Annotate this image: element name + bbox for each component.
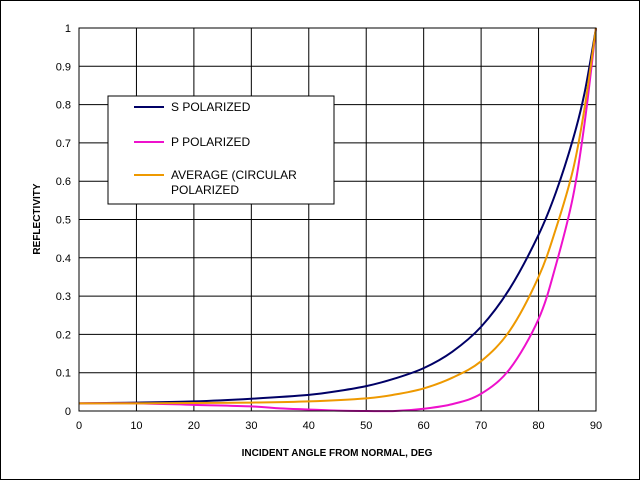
y-tick-label: 0.7 xyxy=(56,138,71,150)
x-tick-label: 50 xyxy=(360,420,372,432)
y-tick-label: 0.9 xyxy=(56,61,71,73)
y-tick-label: 0 xyxy=(65,406,71,418)
legend-label-p-polarized: P POLARIZED xyxy=(171,135,250,149)
plot-border xyxy=(78,27,597,412)
legend-label-average-line2: POLARIZED xyxy=(171,183,239,197)
x-tick-label: 40 xyxy=(303,420,315,432)
series-line-average xyxy=(78,27,597,405)
y-tick-label: 0.3 xyxy=(56,291,71,303)
x-tick-label: 80 xyxy=(532,420,544,432)
x-tick-label: 70 xyxy=(475,420,487,432)
y-tick-label: 0.2 xyxy=(56,329,71,341)
tick-labels: 0 10 20 30 40 50 60 70 80 90 0 0.1 0.2 0.3 0.4 0.5 0.6 0.… xyxy=(56,23,602,432)
series-line-p-polarized xyxy=(78,27,597,413)
y-axis-title: REFLECTIVITY xyxy=(32,183,43,254)
series-group xyxy=(78,27,597,413)
y-tick-label: 0.1 xyxy=(56,368,71,380)
x-tick-label: 90 xyxy=(590,420,602,432)
legend-label-s-polarized: S POLARIZED xyxy=(171,100,251,114)
x-tick-label: 60 xyxy=(418,420,430,432)
y-tick-label: 0.5 xyxy=(56,215,71,227)
x-axis-title: INCIDENT ANGLE FROM NORMAL, DEG xyxy=(242,448,433,459)
y-tick-label: 0.6 xyxy=(56,176,71,188)
legend-box xyxy=(107,95,335,205)
x-tick-label: 0 xyxy=(76,420,82,432)
x-tick-label: 30 xyxy=(245,420,257,432)
x-tick-label: 20 xyxy=(188,420,200,432)
series-line-s-polarized xyxy=(78,27,597,405)
y-tick-label: 1 xyxy=(65,23,71,35)
legend-label-average-line1: AVERAGE (CIRCULAR xyxy=(171,168,297,182)
y-tick-label: 0.4 xyxy=(56,253,71,265)
y-tick-label: 0.8 xyxy=(56,100,71,112)
legend: S POLARIZED P POLARIZED AVERAGE (CIRCULA… xyxy=(107,95,335,205)
x-tick-label: 10 xyxy=(130,420,142,432)
